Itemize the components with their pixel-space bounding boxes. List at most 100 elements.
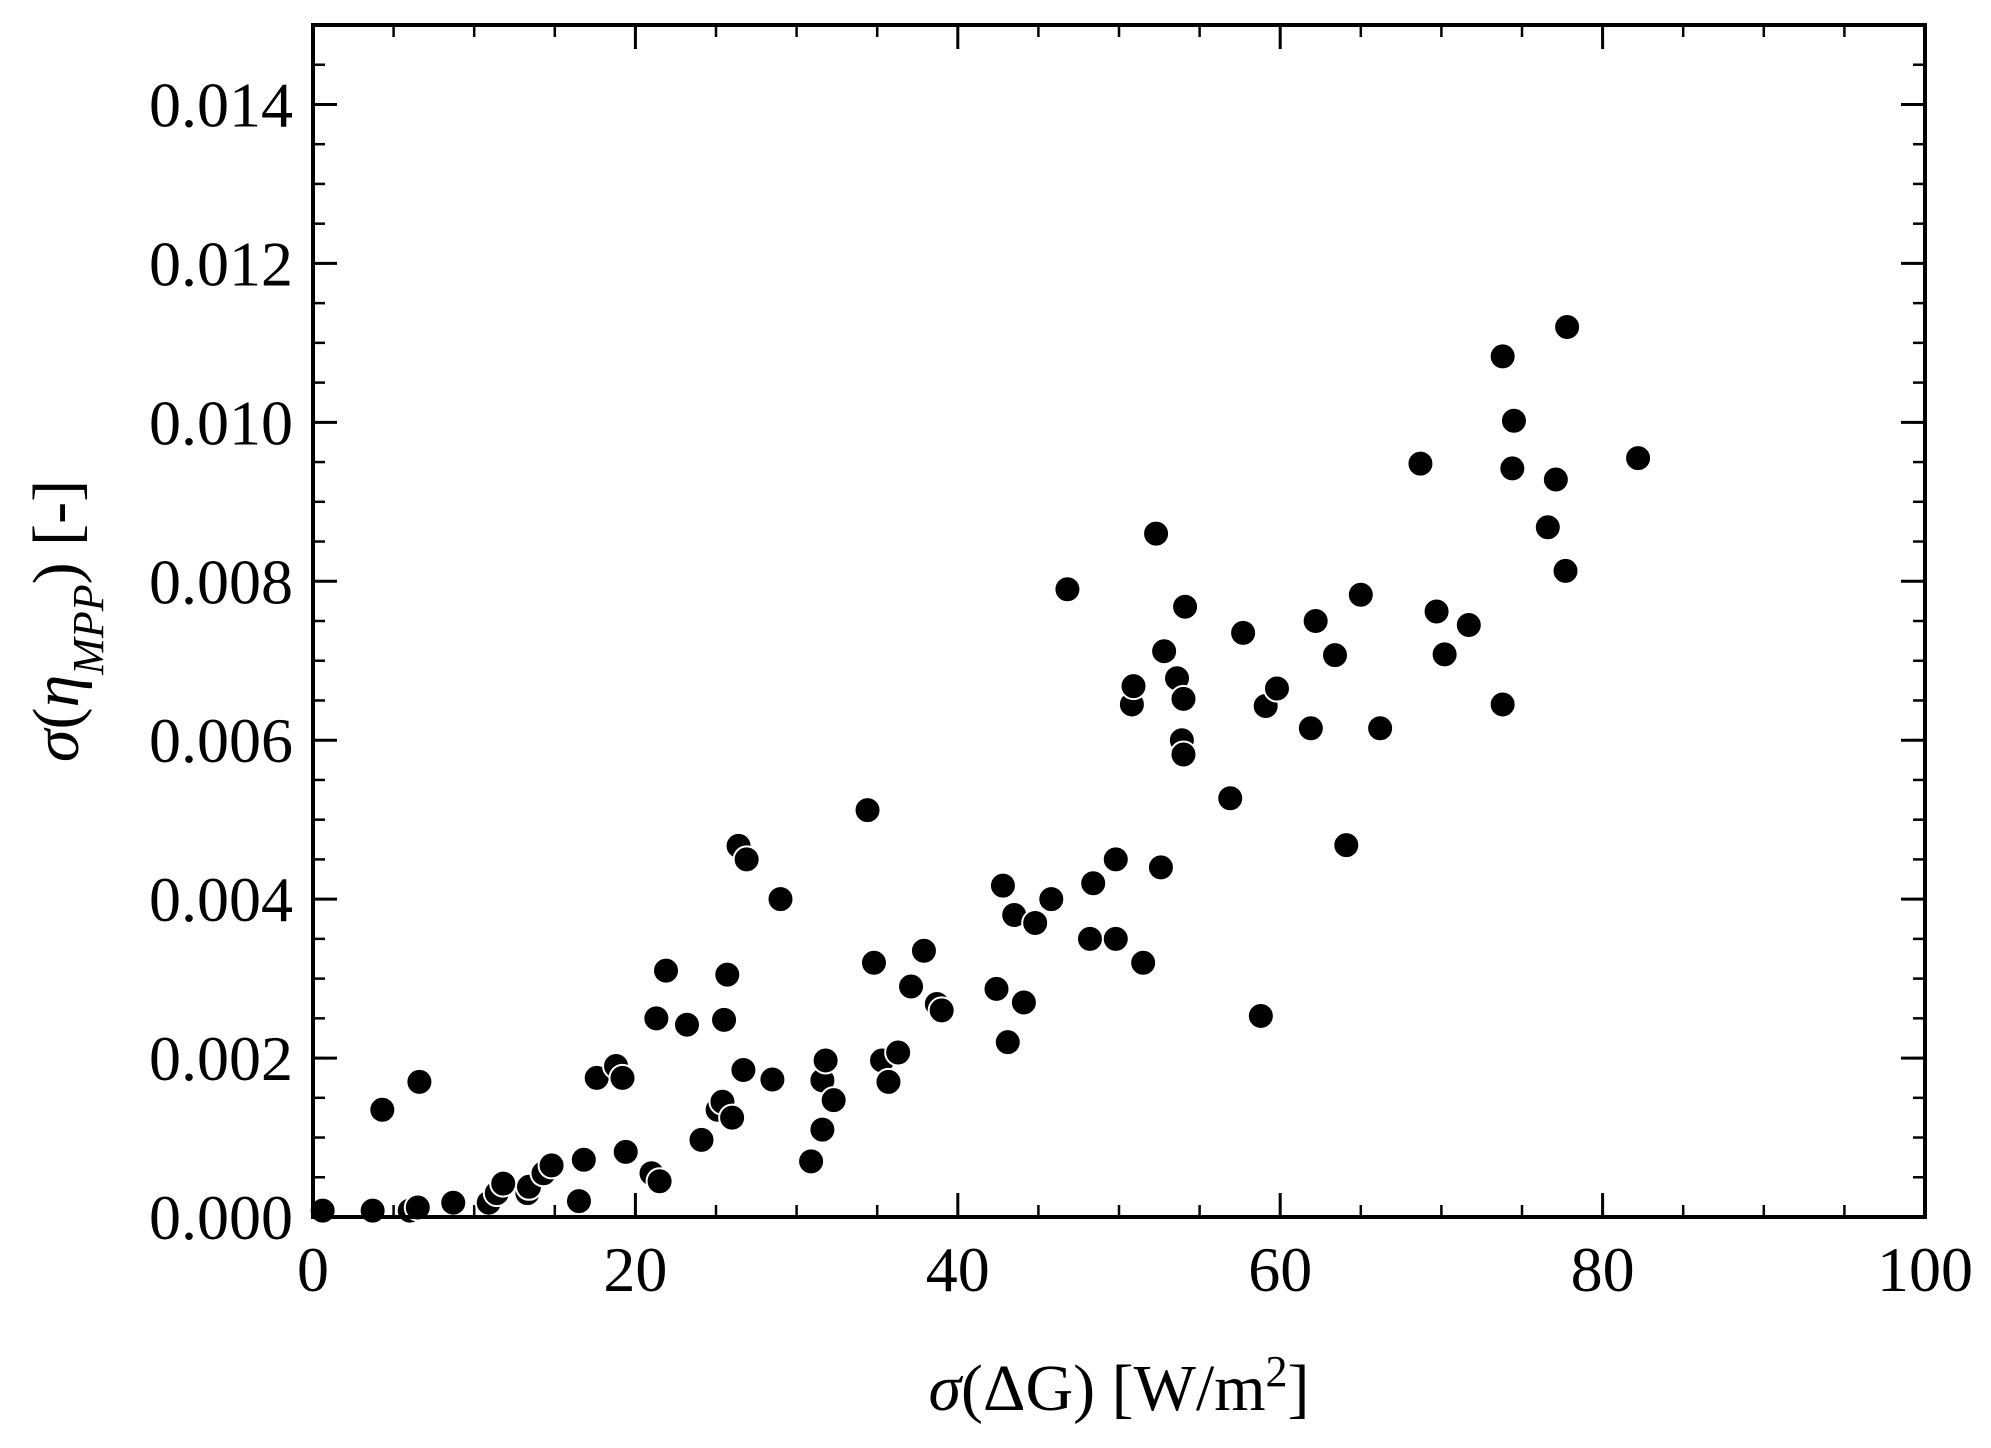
scatter-point [1229, 618, 1258, 647]
scatter-point [652, 956, 681, 985]
x-axis-label-sigma: σ [928, 1352, 963, 1425]
x-tick-labels: 0 20 40 60 80 100 [297, 1234, 1973, 1305]
x-axis-label-sup: 2 [1266, 1347, 1288, 1396]
data-points [308, 312, 1653, 1225]
scatter-point [1037, 885, 1066, 914]
scatter-point [713, 960, 742, 989]
scatter-point [1101, 924, 1130, 953]
scatter-point [1488, 342, 1517, 371]
scatter-point [1624, 444, 1653, 473]
scatter-point [1321, 641, 1350, 670]
y-axis-label: σ(ηMPP) [-] [20, 480, 113, 762]
y-tick-label: 0.012 [149, 228, 293, 299]
scatter-point [1551, 556, 1580, 585]
y-axis-label-eta: η [20, 675, 93, 708]
scatter-point [1346, 580, 1375, 609]
scatter-point [645, 1167, 674, 1196]
scatter-point [1169, 740, 1198, 769]
scatter-point [819, 1086, 848, 1115]
scatter-point [611, 1137, 640, 1166]
scatter-point [718, 1103, 747, 1132]
scatter-point [1142, 519, 1171, 548]
scatter-point [1332, 831, 1361, 860]
y-axis-label-sub: MPP [64, 584, 113, 675]
scatter-point [988, 871, 1017, 900]
scatter-point [1075, 924, 1104, 953]
plot-frame [311, 23, 1927, 1219]
scatter-point [642, 1004, 671, 1033]
scatter-point [1021, 908, 1050, 937]
x-tick-label: 40 [926, 1234, 990, 1305]
scatter-point [569, 1145, 598, 1174]
scatter-point [1146, 853, 1175, 882]
scatter-point [489, 1169, 518, 1198]
scatter-point [1533, 513, 1562, 542]
scatter-point [1366, 714, 1395, 743]
y-axis-label-sigma: σ [20, 727, 93, 762]
scatter-point [1262, 674, 1291, 703]
scatter-point [358, 1196, 387, 1225]
y-axis-label-close: ) [-] [20, 480, 93, 584]
scatter-point [439, 1188, 468, 1217]
scatter-point [1488, 690, 1517, 719]
scatter-point [1430, 640, 1459, 669]
scatter-point [403, 1193, 432, 1222]
x-axis-label-end: ] [1288, 1352, 1310, 1425]
scatter-point [1541, 465, 1570, 494]
y-tick-label: 0.010 [149, 387, 293, 458]
scatter-point [1053, 575, 1082, 604]
scatter-point [1129, 948, 1158, 977]
scatter-point [982, 974, 1011, 1003]
scatter-point [797, 1147, 826, 1176]
scatter-point [1422, 597, 1451, 626]
y-axis-label-open: ( [20, 708, 93, 730]
scatter-point [1296, 714, 1325, 743]
x-axis-label: σ(ΔG) [W/m2] [928, 1347, 1309, 1426]
scatter-point [1406, 449, 1435, 478]
scatter-point [687, 1125, 716, 1154]
major-ticks [311, 25, 1927, 1219]
x-axis-label-body: (ΔG) [W/m [961, 1352, 1266, 1425]
scatter-point [853, 796, 882, 825]
scatter-point [1246, 1001, 1275, 1030]
scatter-point [608, 1063, 637, 1092]
x-tick-label: 100 [1877, 1234, 1973, 1305]
minor-ticks [311, 23, 1927, 1219]
scatter-point [1171, 592, 1200, 621]
scatter-point [758, 1065, 787, 1094]
scatter-point [1499, 406, 1528, 435]
scatter-point [808, 1115, 837, 1144]
scatter-point [909, 936, 938, 965]
scatter-point [1079, 869, 1108, 898]
scatter-point [710, 1005, 739, 1034]
scatter-point [1498, 454, 1527, 483]
y-tick-labels: 0.000 0.002 0.004 0.006 0.008 0.010 0.012 0.014 [149, 69, 293, 1253]
y-tick-label: 0.000 [149, 1182, 293, 1253]
scatter-point [732, 845, 761, 874]
scatter-point [1454, 610, 1483, 639]
scatter-point [1553, 312, 1582, 341]
x-tick-label: 20 [603, 1234, 667, 1305]
x-tick-label: 0 [297, 1234, 329, 1305]
scatter-point [874, 1067, 903, 1096]
scatter-point [368, 1095, 397, 1124]
scatter-point [766, 885, 795, 914]
scatter-point [859, 948, 888, 977]
scatter-point [564, 1187, 593, 1216]
scatter-point [1119, 672, 1148, 701]
scatter-point [811, 1046, 840, 1075]
scatter-point [897, 972, 926, 1001]
y-tick-label: 0.008 [149, 546, 293, 617]
x-tick-label: 80 [1571, 1234, 1635, 1305]
scatter-point [1301, 607, 1330, 635]
scatter-point [1150, 637, 1179, 666]
scatter-point [729, 1055, 758, 1084]
y-tick-label: 0.014 [149, 69, 293, 140]
scatter-point [1169, 684, 1198, 713]
y-tick-label: 0.002 [149, 1023, 293, 1094]
y-tick-label: 0.004 [149, 864, 293, 935]
scatter-point [1216, 784, 1245, 813]
y-tick-label: 0.006 [149, 705, 293, 776]
